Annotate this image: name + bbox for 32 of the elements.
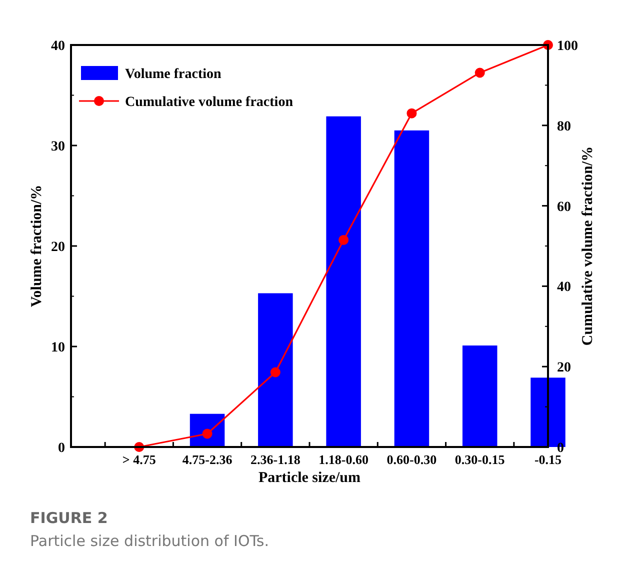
y-axis-title: Volume fraction/% [29, 184, 45, 308]
bar [462, 345, 498, 447]
x-tick-label: > 4.75 [122, 452, 156, 467]
x-tick-label: 0.60-0.30 [386, 452, 437, 467]
y2-tick-label: 20 [557, 360, 571, 376]
y2-tick-label: 100 [557, 39, 578, 54]
y2-tick-label: 60 [557, 200, 571, 215]
x-tick-label: 0.30-0.15 [454, 452, 506, 467]
x-tick-label: 2.36-1.18 [250, 452, 301, 467]
point [270, 367, 280, 378]
x-tick-label: 1.18-0.60 [318, 452, 368, 467]
x-axis-title: Particle size/um [258, 470, 362, 486]
y2-axis-title: Cumulative volume fraction/% [580, 146, 596, 346]
point [474, 68, 485, 78]
y-tick-label: 30 [51, 140, 65, 154]
caption: FIGURE 2 [30, 509, 108, 527]
point [338, 234, 349, 245]
bar [394, 130, 430, 447]
x-tick-label: 4.75-2.36 [182, 452, 233, 467]
point [406, 108, 417, 118]
legend-label: Cumulative volume fraction [125, 95, 294, 110]
y2-tick-label: 40 [557, 280, 571, 296]
text: Particle size distribution of IOTs. [30, 532, 270, 550]
y-tick-label: 10 [51, 340, 65, 356]
y-tick-label: 40 [51, 39, 65, 54]
y-tick-label: 20 [51, 240, 65, 255]
y-tick-label: 0 [58, 441, 65, 456]
bar [258, 293, 293, 447]
x-tick-label: -0.15 [534, 452, 562, 467]
bar [326, 116, 361, 447]
y2-tick-label: 80 [557, 119, 571, 134]
legend-label: Volume fraction [125, 67, 222, 82]
